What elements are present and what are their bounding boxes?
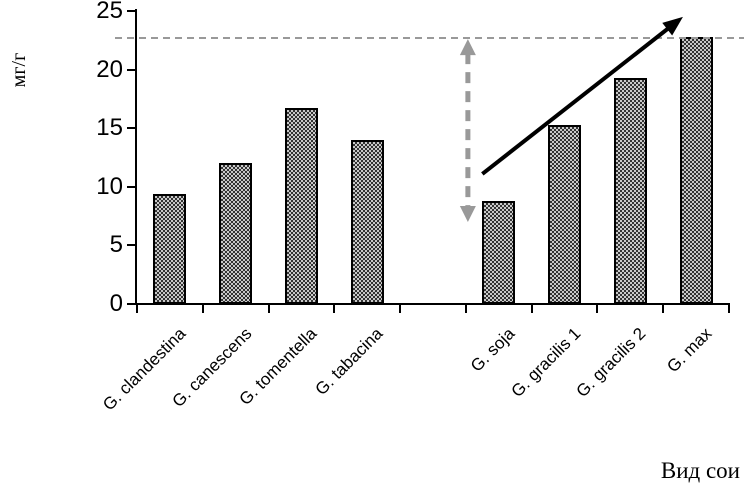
x-axis-title: Вид сои: [660, 458, 740, 483]
y-axis-tick: [127, 10, 136, 12]
x-axis-tick: [596, 305, 599, 313]
trend-arrow-head: [662, 16, 683, 36]
x-axis-tick: [464, 305, 467, 313]
x-axis-tick: [530, 305, 533, 313]
y-axis-tick: [127, 244, 136, 247]
bar: [613, 78, 647, 304]
bar: [219, 163, 253, 304]
x-axis-tick: [662, 305, 665, 313]
y-axis-tick-label: 0: [109, 290, 123, 317]
y-axis-tick: [127, 127, 136, 130]
x-axis-tick: [201, 305, 204, 313]
x-axis-tick: [267, 305, 270, 313]
y-axis-title: мг/г: [8, 52, 30, 88]
x-axis-tick: [136, 305, 138, 313]
x-axis-tick: [399, 305, 402, 313]
bar: [284, 108, 318, 304]
y-axis-tick-label: 10: [96, 172, 123, 200]
bar: [482, 201, 516, 304]
range-arrow-head-up: [459, 39, 476, 56]
bar: [153, 194, 187, 304]
y-axis-tick: [127, 68, 136, 71]
y-axis-tick-label: 15: [96, 114, 123, 142]
y-axis-tick-label: 25: [96, 0, 123, 24]
y-axis-tick-label: 20: [96, 55, 123, 83]
y-axis-tick: [127, 303, 136, 305]
range-arrow-head-down: [459, 205, 476, 222]
y-axis-tick: [127, 185, 136, 188]
bar: [679, 37, 713, 304]
y-axis-line: [135, 9, 137, 305]
bar: [350, 140, 384, 304]
x-axis-line: [135, 303, 730, 305]
x-axis-tick: [728, 305, 730, 313]
y-axis-tick-label: 5: [109, 231, 123, 259]
bar: [548, 125, 582, 304]
x-axis-tick: [333, 305, 336, 313]
